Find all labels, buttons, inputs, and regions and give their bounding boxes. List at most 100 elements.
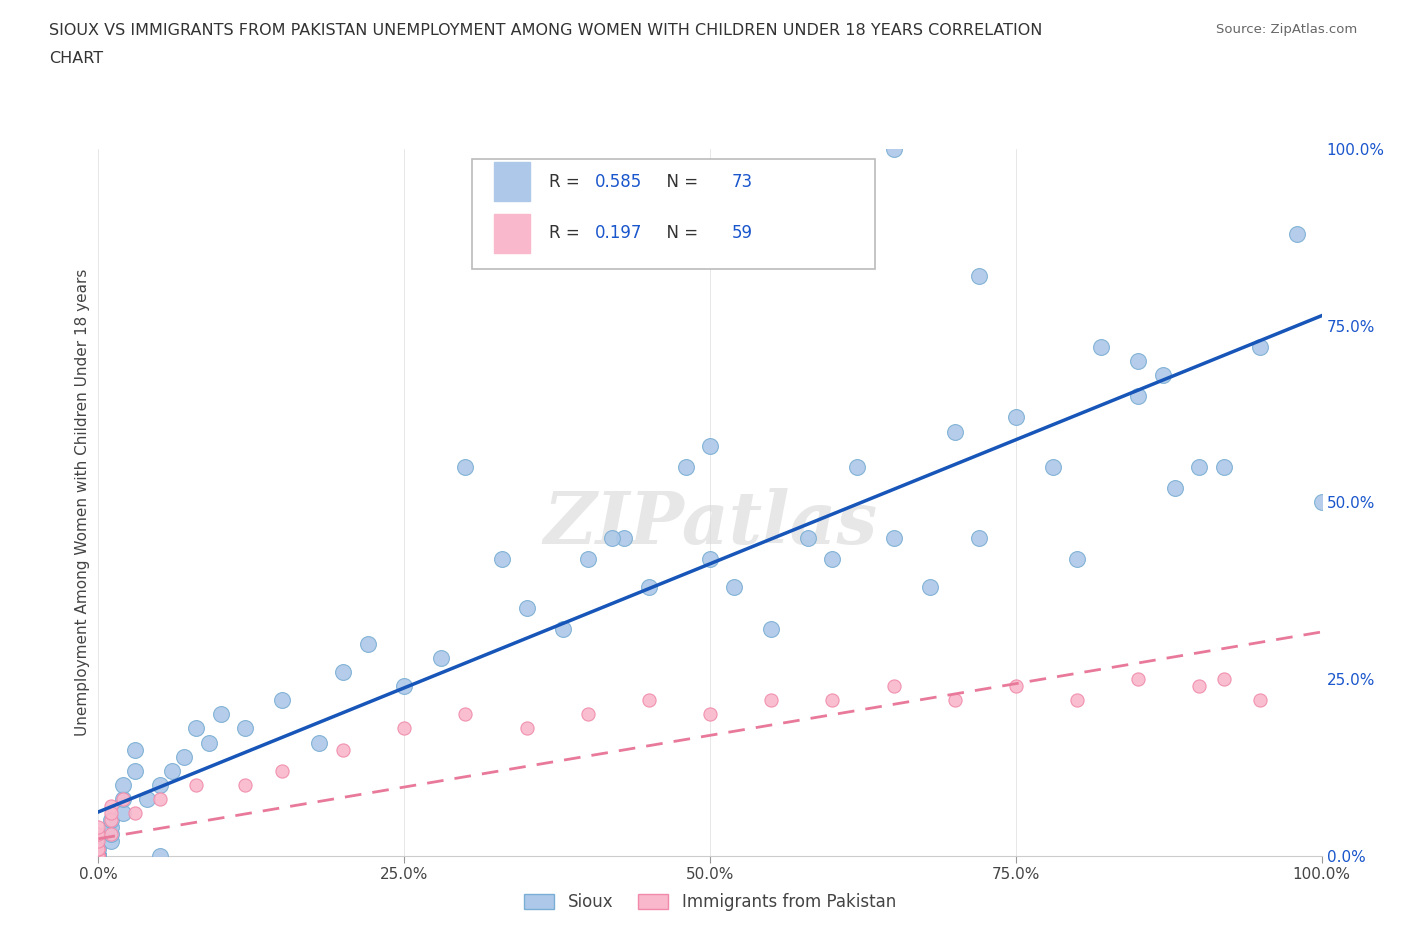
Point — [845, 459, 868, 474]
Point — [392, 679, 416, 694]
Point — [967, 530, 990, 545]
Point — [111, 791, 134, 806]
Point — [87, 848, 110, 863]
Point — [87, 848, 110, 863]
Point — [883, 530, 905, 545]
Point — [87, 848, 110, 863]
Bar — [494, 214, 530, 253]
Point — [1188, 679, 1211, 694]
Text: SIOUX VS IMMIGRANTS FROM PAKISTAN UNEMPLOYMENT AMONG WOMEN WITH CHILDREN UNDER 1: SIOUX VS IMMIGRANTS FROM PAKISTAN UNEMPL… — [49, 23, 1043, 38]
Point — [209, 707, 232, 722]
Point — [87, 841, 110, 856]
Point — [967, 269, 990, 284]
Point — [87, 848, 110, 863]
Point — [332, 664, 354, 679]
Point — [920, 579, 942, 594]
Point — [87, 848, 110, 863]
Point — [87, 848, 110, 863]
Point — [332, 742, 354, 757]
Point — [761, 693, 783, 708]
Point — [87, 848, 110, 863]
Point — [613, 530, 636, 545]
Point — [1066, 693, 1088, 708]
Point — [883, 679, 905, 694]
Point — [136, 791, 159, 806]
Point — [883, 141, 905, 156]
Text: N =: N = — [657, 173, 703, 191]
Point — [87, 848, 110, 863]
Point — [87, 848, 110, 863]
Point — [1286, 226, 1309, 241]
Point — [149, 791, 172, 806]
Point — [100, 820, 122, 835]
Point — [87, 848, 110, 863]
Point — [1152, 367, 1174, 382]
Point — [1249, 693, 1271, 708]
Point — [87, 848, 110, 863]
Point — [100, 813, 122, 828]
Point — [392, 721, 416, 736]
Point — [638, 579, 661, 594]
Point — [173, 750, 195, 764]
Point — [576, 707, 599, 722]
Point — [454, 459, 477, 474]
Point — [87, 848, 110, 863]
Point — [87, 848, 110, 863]
Point — [699, 438, 721, 453]
Point — [100, 827, 122, 842]
Point — [186, 721, 208, 736]
Point — [87, 848, 110, 863]
Y-axis label: Unemployment Among Women with Children Under 18 years: Unemployment Among Women with Children U… — [75, 269, 90, 736]
Point — [491, 551, 513, 566]
Point — [515, 601, 537, 616]
Point — [638, 693, 661, 708]
Point — [723, 579, 745, 594]
Point — [1212, 671, 1234, 686]
Point — [87, 848, 110, 863]
Point — [197, 735, 219, 750]
Point — [1310, 495, 1333, 510]
Point — [100, 799, 122, 814]
Point — [1004, 410, 1026, 425]
Point — [87, 848, 110, 863]
Point — [454, 707, 477, 722]
Point — [124, 742, 146, 757]
Point — [87, 848, 110, 863]
Legend: Sioux, Immigrants from Pakistan: Sioux, Immigrants from Pakistan — [517, 886, 903, 918]
Text: R =: R = — [548, 173, 585, 191]
Text: 59: 59 — [733, 224, 754, 242]
Point — [87, 848, 110, 863]
Text: N =: N = — [657, 224, 703, 242]
Text: CHART: CHART — [49, 51, 103, 66]
Point — [87, 848, 110, 863]
Point — [87, 848, 110, 863]
Point — [87, 848, 110, 863]
Text: 0.197: 0.197 — [595, 224, 643, 242]
Point — [356, 636, 378, 651]
Point — [87, 848, 110, 863]
Point — [87, 848, 110, 863]
Point — [87, 848, 110, 863]
Point — [87, 848, 110, 863]
Point — [100, 813, 122, 828]
Point — [87, 848, 110, 863]
FancyBboxPatch shape — [471, 159, 875, 269]
Point — [87, 848, 110, 863]
Point — [100, 834, 122, 849]
Point — [1128, 389, 1150, 404]
Point — [100, 827, 122, 842]
Point — [149, 777, 172, 792]
Text: 73: 73 — [733, 173, 754, 191]
Point — [1188, 459, 1211, 474]
Point — [149, 848, 172, 863]
Point — [515, 721, 537, 736]
Point — [87, 848, 110, 863]
Point — [308, 735, 330, 750]
Point — [87, 827, 110, 842]
Point — [87, 848, 110, 863]
Point — [87, 848, 110, 863]
Point — [270, 693, 294, 708]
Point — [430, 650, 453, 665]
Point — [943, 424, 966, 439]
Point — [699, 551, 721, 566]
